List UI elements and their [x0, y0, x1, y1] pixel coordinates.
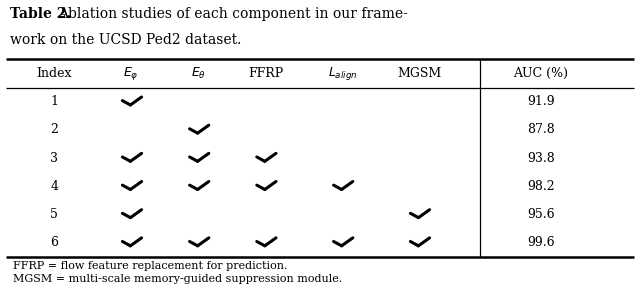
Text: 1: 1	[51, 95, 58, 108]
Text: 95.6: 95.6	[527, 208, 555, 221]
Text: MGSM: MGSM	[397, 67, 442, 80]
Text: 93.8: 93.8	[527, 152, 555, 164]
Text: 91.9: 91.9	[527, 95, 555, 108]
Text: Table 2.: Table 2.	[10, 7, 71, 21]
Text: FFRP = flow feature replacement for prediction.: FFRP = flow feature replacement for pred…	[13, 261, 287, 271]
Text: Ablation studies of each component in our frame-: Ablation studies of each component in ou…	[58, 7, 408, 21]
Text: 2: 2	[51, 123, 58, 136]
Text: 87.8: 87.8	[527, 123, 555, 136]
Text: 3: 3	[51, 152, 58, 164]
Text: 6: 6	[51, 236, 58, 249]
Text: $E_\varphi$: $E_\varphi$	[124, 65, 139, 82]
Text: $E_\theta$: $E_\theta$	[191, 66, 206, 81]
Text: FFRP: FFRP	[248, 67, 284, 80]
Text: 99.6: 99.6	[527, 236, 555, 249]
Text: 4: 4	[51, 180, 58, 193]
Text: Index: Index	[36, 67, 72, 80]
Text: AUC (%): AUC (%)	[513, 67, 568, 80]
Text: MGSM = multi-scale memory-guided suppression module.: MGSM = multi-scale memory-guided suppres…	[13, 274, 342, 284]
Text: 98.2: 98.2	[527, 180, 555, 193]
Text: work on the UCSD Ped2 dataset.: work on the UCSD Ped2 dataset.	[10, 33, 241, 47]
Text: 5: 5	[51, 208, 58, 221]
Text: $L_{align}$: $L_{align}$	[328, 65, 357, 82]
